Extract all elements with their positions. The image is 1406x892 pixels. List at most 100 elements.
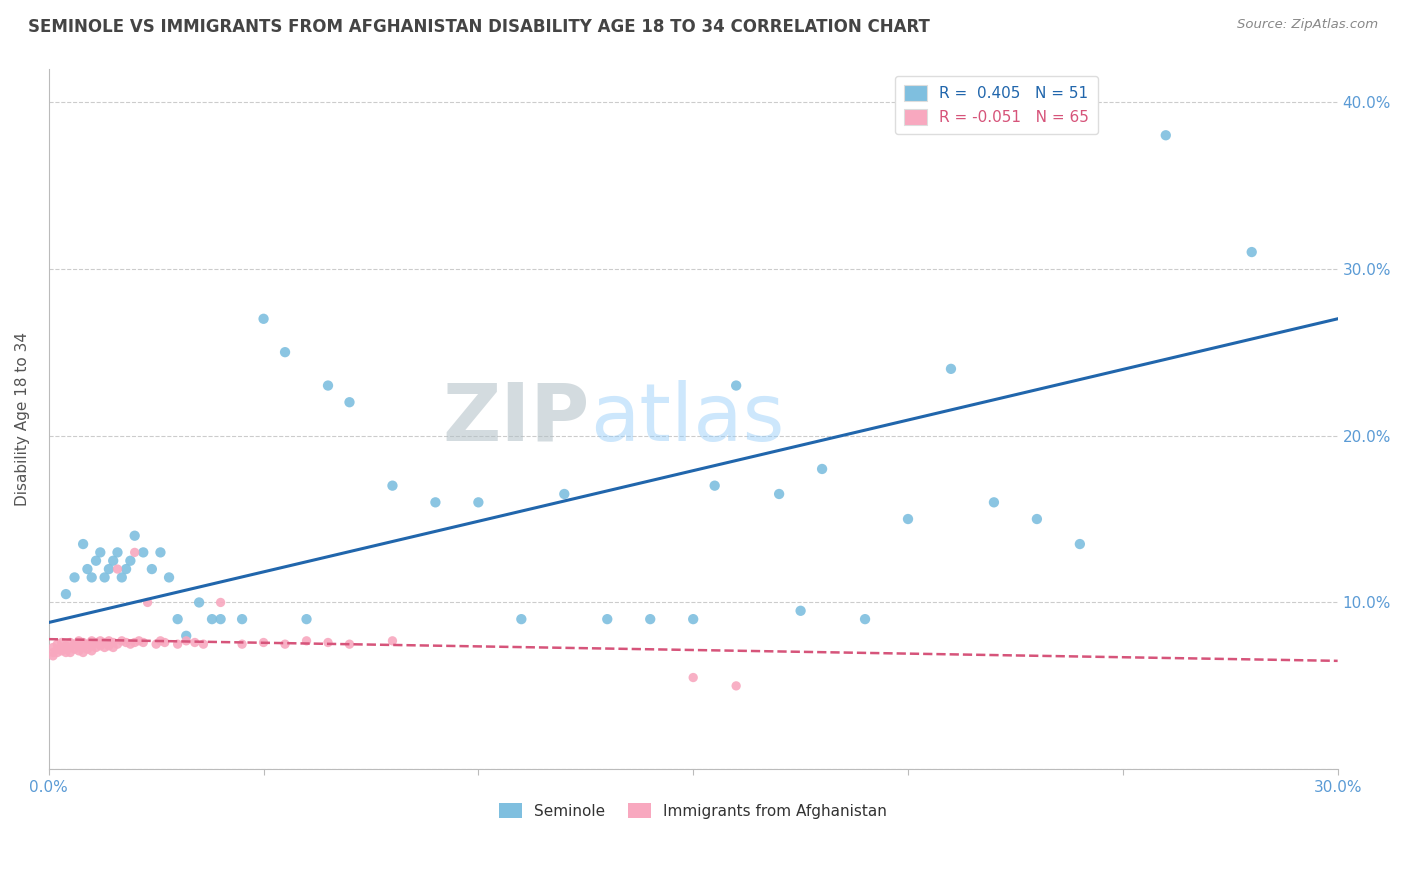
Point	[1240, 245, 1263, 260]
Point	[231, 637, 253, 651]
Point	[136, 595, 159, 609]
Point	[84, 554, 107, 568]
Point	[42, 640, 65, 655]
Point	[76, 562, 98, 576]
Point	[209, 612, 232, 626]
Point	[80, 633, 103, 648]
Point	[46, 646, 69, 660]
Point	[209, 595, 232, 609]
Point	[51, 644, 73, 658]
Point	[63, 570, 86, 584]
Point	[166, 637, 188, 651]
Point	[93, 570, 115, 584]
Point	[89, 639, 111, 653]
Point	[80, 570, 103, 584]
Point	[638, 612, 661, 626]
Point	[51, 640, 73, 655]
Point	[120, 637, 142, 651]
Point	[72, 640, 94, 655]
Point	[174, 629, 197, 643]
Point	[184, 635, 207, 649]
Point	[80, 639, 103, 653]
Point	[983, 495, 1005, 509]
Point	[188, 595, 211, 609]
Point	[510, 612, 533, 626]
Point	[103, 554, 125, 568]
Point	[316, 378, 339, 392]
Point	[153, 635, 176, 649]
Point	[120, 554, 142, 568]
Point	[939, 362, 962, 376]
Point	[42, 646, 65, 660]
Point	[46, 637, 69, 651]
Legend: Seminole, Immigrants from Afghanistan: Seminole, Immigrants from Afghanistan	[494, 797, 893, 825]
Point	[166, 612, 188, 626]
Point	[97, 639, 120, 653]
Point	[59, 640, 82, 655]
Point	[897, 512, 920, 526]
Point	[149, 633, 172, 648]
Point	[55, 587, 77, 601]
Point	[201, 612, 224, 626]
Point	[295, 633, 318, 648]
Point	[149, 545, 172, 559]
Point	[252, 311, 274, 326]
Point	[295, 612, 318, 626]
Point	[425, 495, 447, 509]
Point	[72, 646, 94, 660]
Point	[703, 478, 725, 492]
Point	[93, 635, 115, 649]
Point	[596, 612, 619, 626]
Point	[853, 612, 876, 626]
Point	[55, 639, 77, 653]
Point	[725, 679, 748, 693]
Point	[339, 637, 361, 651]
Point	[124, 545, 146, 559]
Point	[381, 633, 404, 648]
Point	[145, 637, 167, 651]
Point	[1025, 512, 1047, 526]
Point	[682, 612, 704, 626]
Point	[63, 637, 86, 651]
Point	[55, 642, 77, 657]
Point	[132, 545, 155, 559]
Point	[252, 635, 274, 649]
Point	[316, 635, 339, 649]
Point	[274, 345, 297, 359]
Point	[124, 635, 146, 649]
Point	[89, 545, 111, 559]
Point	[768, 487, 790, 501]
Point	[76, 637, 98, 651]
Point	[103, 635, 125, 649]
Point	[115, 562, 138, 576]
Point	[51, 635, 73, 649]
Point	[553, 487, 575, 501]
Point	[103, 640, 125, 655]
Point	[76, 642, 98, 657]
Point	[107, 562, 129, 576]
Point	[107, 637, 129, 651]
Text: SEMINOLE VS IMMIGRANTS FROM AFGHANISTAN DISABILITY AGE 18 TO 34 CORRELATION CHAR: SEMINOLE VS IMMIGRANTS FROM AFGHANISTAN …	[28, 18, 929, 36]
Point	[80, 644, 103, 658]
Point	[174, 633, 197, 648]
Point	[193, 637, 215, 651]
Point	[59, 646, 82, 660]
Point	[72, 537, 94, 551]
Point	[42, 648, 65, 663]
Point	[84, 640, 107, 655]
Point	[381, 478, 404, 492]
Point	[725, 378, 748, 392]
Point	[63, 642, 86, 657]
Point	[89, 633, 111, 648]
Point	[339, 395, 361, 409]
Text: ZIP: ZIP	[443, 380, 591, 458]
Point	[811, 462, 834, 476]
Point	[1069, 537, 1091, 551]
Point	[111, 570, 134, 584]
Point	[128, 633, 150, 648]
Point	[132, 635, 155, 649]
Point	[97, 562, 120, 576]
Point	[97, 633, 120, 648]
Point	[141, 562, 163, 576]
Point	[467, 495, 489, 509]
